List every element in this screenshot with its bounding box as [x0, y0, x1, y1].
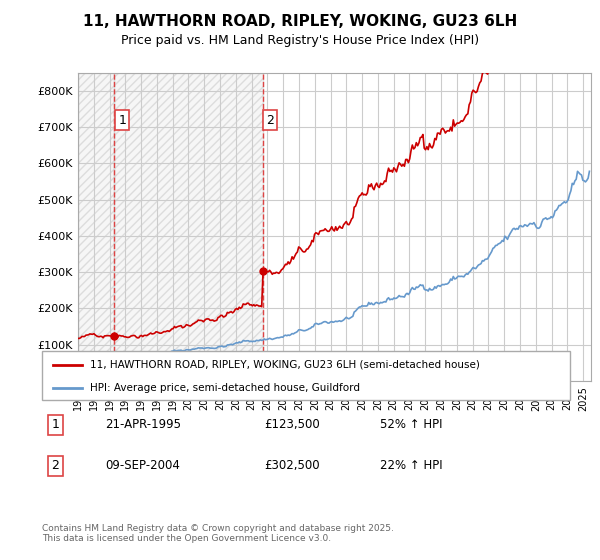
- Text: 09-SEP-2004: 09-SEP-2004: [106, 459, 180, 473]
- Text: 2: 2: [266, 114, 274, 127]
- Text: £123,500: £123,500: [264, 418, 320, 431]
- Bar: [78, 73, 115, 381]
- Text: 1: 1: [51, 418, 59, 431]
- Text: 21-APR-1995: 21-APR-1995: [106, 418, 181, 431]
- Text: Price paid vs. HM Land Registry's House Price Index (HPI): Price paid vs. HM Land Registry's House …: [121, 34, 479, 46]
- Text: 11, HAWTHORN ROAD, RIPLEY, WOKING, GU23 6LH (semi-detached house): 11, HAWTHORN ROAD, RIPLEY, WOKING, GU23 …: [89, 360, 479, 370]
- Text: 22% ↑ HPI: 22% ↑ HPI: [380, 459, 443, 473]
- Text: 2: 2: [51, 459, 59, 473]
- Text: Contains HM Land Registry data © Crown copyright and database right 2025.
This d: Contains HM Land Registry data © Crown c…: [42, 524, 394, 543]
- Text: 1: 1: [118, 114, 126, 127]
- Text: 11, HAWTHORN ROAD, RIPLEY, WOKING, GU23 6LH: 11, HAWTHORN ROAD, RIPLEY, WOKING, GU23 …: [83, 14, 517, 29]
- Bar: [115, 73, 263, 381]
- Text: £302,500: £302,500: [264, 459, 319, 473]
- Text: HPI: Average price, semi-detached house, Guildford: HPI: Average price, semi-detached house,…: [89, 382, 359, 393]
- FancyBboxPatch shape: [42, 351, 570, 400]
- Text: 52% ↑ HPI: 52% ↑ HPI: [380, 418, 442, 431]
